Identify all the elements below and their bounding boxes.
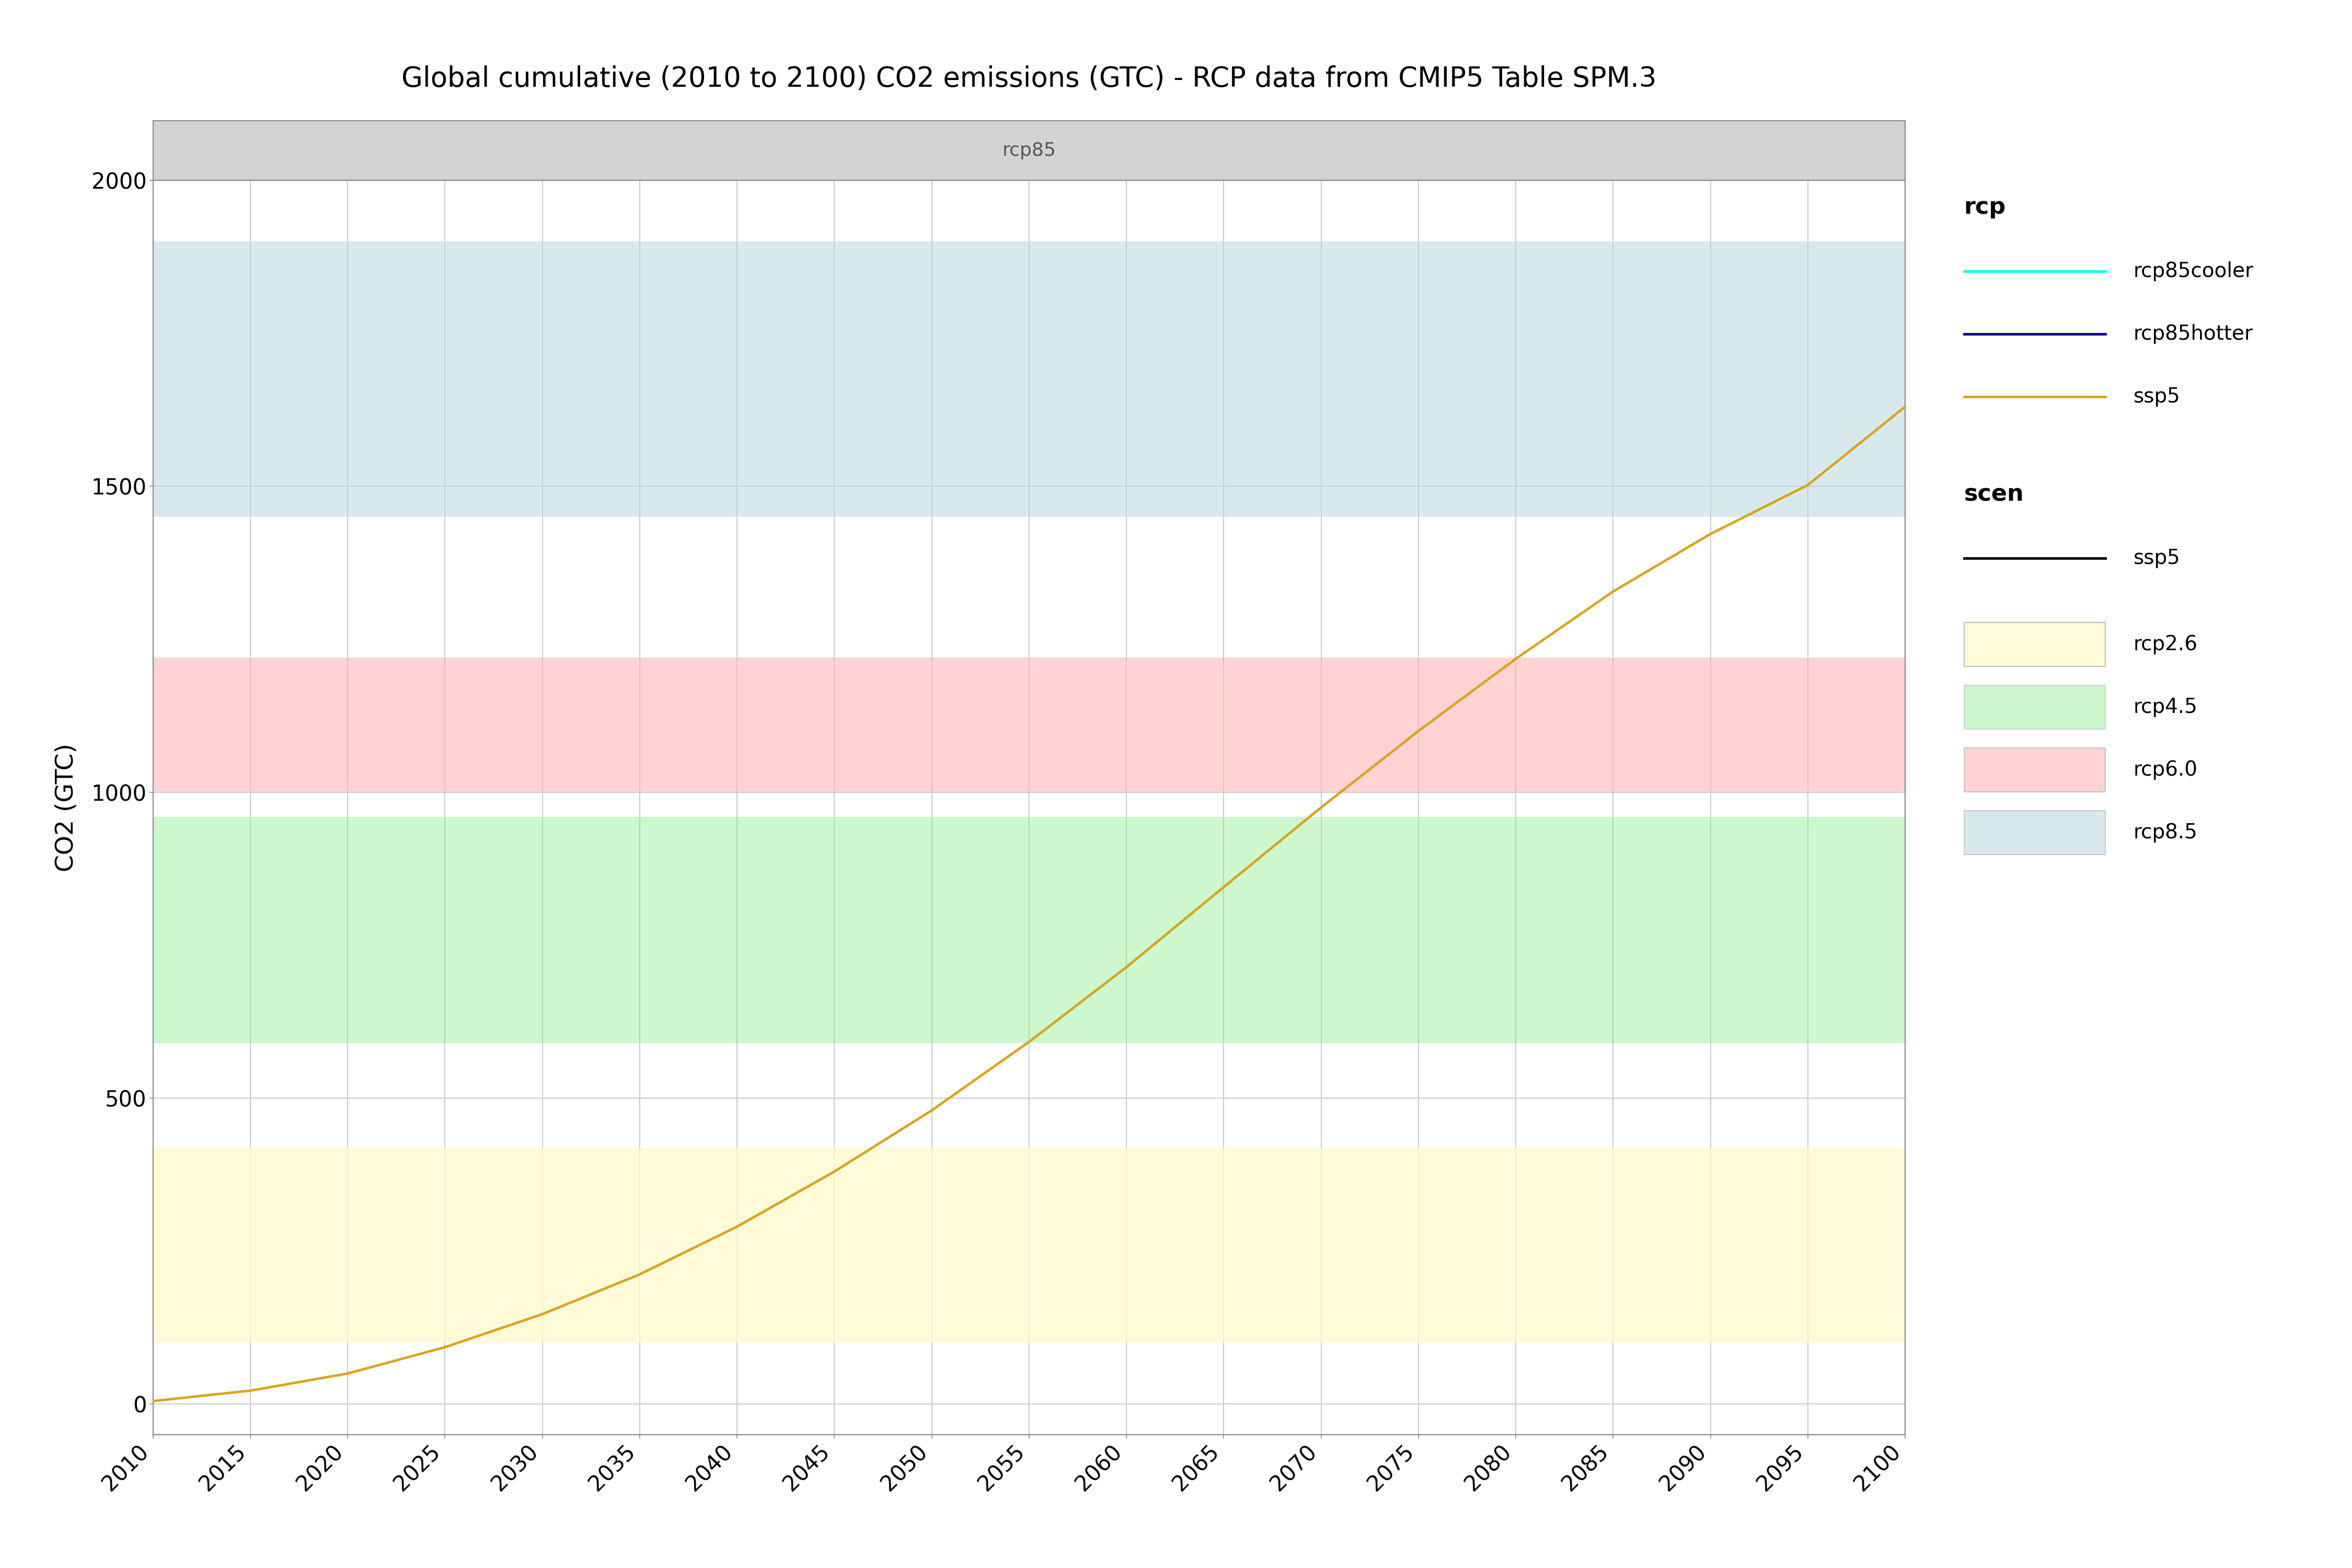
Text: rcp85: rcp85 (1002, 141, 1056, 160)
Text: rcp85cooler: rcp85cooler (2133, 262, 2253, 281)
Y-axis label: CO2 (GTC): CO2 (GTC) (54, 743, 78, 872)
Text: rcp6.0: rcp6.0 (2133, 760, 2197, 779)
Text: ssp5: ssp5 (2133, 549, 2180, 568)
Text: ssp5: ssp5 (2133, 387, 2180, 406)
Text: rcp8.5: rcp8.5 (2133, 823, 2197, 842)
Text: rcp2.6: rcp2.6 (2133, 635, 2197, 654)
Bar (153, 817, 1905, 1043)
Text: rcp85hotter: rcp85hotter (2133, 325, 2253, 343)
Text: rcp4.5: rcp4.5 (2133, 698, 2197, 717)
Bar (153, 657, 1905, 792)
Text: rcp: rcp (1964, 196, 2006, 218)
Text: scen: scen (1964, 483, 2025, 505)
Bar (153, 241, 1905, 517)
Bar (153, 1148, 1905, 1342)
Text: Global cumulative (2010 to 2100) CO2 emissions (GTC) - RCP data from CMIP5 Table: Global cumulative (2010 to 2100) CO2 emi… (402, 66, 1656, 93)
